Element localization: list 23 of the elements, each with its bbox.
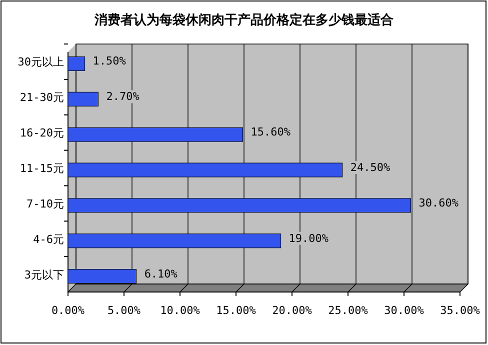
data-label: 19.00% — [288, 232, 329, 245]
x-tick-label: 30.00% — [384, 304, 424, 317]
x-tick-label: 20.00% — [272, 304, 312, 317]
data-label: 6.10% — [144, 267, 178, 280]
data-label: 15.60% — [250, 126, 291, 139]
chart-title: 消费者认为每袋休闲肉干产品价格定在多少钱最适合 — [94, 12, 394, 28]
x-tick-label: 0.00% — [51, 304, 85, 317]
data-label: 24.50% — [350, 161, 391, 174]
data-label: 1.50% — [92, 54, 126, 68]
y-tick-label: 4-6元 — [33, 232, 64, 246]
x-tick-label: 5.00% — [107, 304, 141, 317]
data-label: 30.60% — [418, 196, 459, 210]
y-tick-label: 7-10元 — [26, 197, 64, 210]
y-tick-label: 11-15元 — [20, 162, 64, 175]
data-label: 2.70% — [106, 90, 140, 104]
x-tick-label: 35.00% — [440, 304, 480, 317]
x-tick-label: 25.00% — [328, 304, 368, 317]
x-tick-label: 15.00% — [216, 304, 256, 317]
y-tick-label: 21-30元 — [20, 91, 64, 104]
y-tick-label: 16-20元 — [20, 126, 64, 140]
x-tick-label: 10.00% — [160, 304, 200, 317]
y-tick-label: 3元以下 — [24, 268, 64, 282]
y-tick-label: 30元以上 — [18, 56, 64, 69]
